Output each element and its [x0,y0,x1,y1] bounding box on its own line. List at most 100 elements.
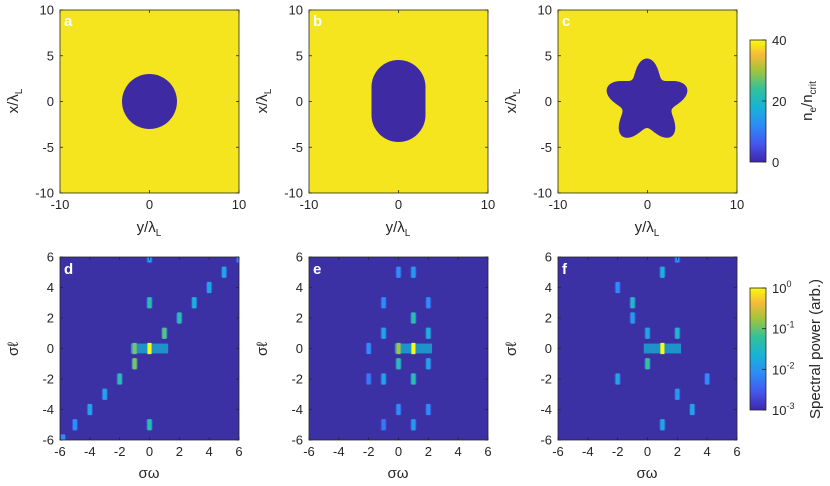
panel-d-peak [162,327,167,339]
density-colorbar-tick-label: 0 [772,155,779,170]
panel-b-ytick-label: 5 [296,48,303,63]
panel-f-peak [615,281,620,294]
panel-e-peak [366,342,371,355]
density-colorbar-tick-label: 40 [772,33,786,48]
panel-f-peak [660,419,665,431]
spectral-colorbar-gradient [749,287,767,411]
panel-d-peak [207,281,212,294]
panel-e-ytick-label: 0 [296,341,303,356]
panel-b-target-stadium [371,60,426,142]
panel-e-ytick-label: 6 [296,250,303,265]
panel-e-peak [366,373,371,385]
panel-d-peak [132,342,137,355]
panel-e-peak [381,297,386,309]
panel-d-xtick-label: 2 [176,444,183,459]
spectral-colorbar: 100 10-1 10-2 10-3 Spectral power (arb.) [749,279,824,419]
panel-e-ytick-label: -4 [291,402,303,417]
panel-e-xtick-label: 4 [455,444,462,459]
panel-d-peak [222,266,227,278]
panel-f-ytick-label: 4 [545,280,552,295]
spectral-colorbar-tick-label: 10-3 [772,401,794,418]
density-colorbar-tick-label: 20 [772,94,786,109]
panel-e-peak [396,266,401,278]
panel-e-ylabel: σℓ [254,342,271,356]
panel-e-xtick-label: -4 [333,444,345,459]
panel-f-xtick-label: -6 [552,444,564,459]
panel-f-peak [675,327,680,339]
panel-c-xtick-label: 10 [730,197,744,212]
density-colorbar-label: ne/ncrit [799,81,819,121]
panel-a-ytick-label: 0 [47,94,54,109]
panel-d-ytick-label: 0 [47,341,54,356]
spectral-colorbar-tick-label: 10-2 [772,360,794,377]
panel-b-ytick-label: 10 [289,3,303,18]
panel-d-ytick-label: 4 [47,280,54,295]
panel-c-ytick-label: -5 [540,140,552,155]
panel-f-peak [645,358,650,370]
panel-d-peak [192,297,197,309]
panel-f-xtick-label: -4 [582,444,594,459]
panel-b-xlabel: y/λL [386,219,411,239]
panel-b-label: b [313,13,322,30]
panel-f-peak [615,373,620,385]
panel-a-xtick-label: 10 [232,197,246,212]
panel-d-ytick-label: 6 [47,250,54,265]
panel-a-xtick-label: 0 [146,197,153,212]
density-colorbar: 40 20 0 ne/ncrit [749,33,819,170]
panel-d-peak [147,419,152,431]
panel-c-ytick-label: -10 [533,186,552,201]
panel-d-ytick-label: 2 [47,311,54,326]
panel-f-xtick-label: 0 [644,444,651,459]
panel-a-ylabel: x/λL [5,88,25,113]
panel-f-ytick-label: 0 [545,341,552,356]
panel-b: b [308,9,489,194]
panel-b-ytick-label: 0 [296,94,303,109]
panel-f-xtick-label: -2 [612,444,624,459]
panel-f-peak [690,403,695,416]
panel-d-xtick-label: 4 [206,444,213,459]
panel-c-xlabel: y/λL [635,219,660,239]
panel-a-ytick-label: -5 [42,140,54,155]
panel-f-ytick-label: 6 [545,250,552,265]
panel-e-peak [426,358,431,370]
panel-a-target-disk [122,74,177,129]
panel-a-ytick-label: 5 [47,48,54,63]
panel-c-ylabel: x/λL [503,88,523,113]
panel-f-label: f [562,261,568,278]
panel-d-xtick-label: -4 [84,444,96,459]
panel-a-xlabel: y/λL [137,219,162,239]
panel-d-xtick-label: 0 [146,444,153,459]
panel-f-xtick-label: 2 [674,444,681,459]
panel-d-peak [147,297,152,309]
panel-d-ylabel: σℓ [5,342,22,356]
panel-c-label: c [562,13,570,30]
spectral-colorbar-label: Spectral power (arb.) [807,279,824,419]
panel-d-ytick-label: -6 [42,433,54,448]
panel-e-ytick-label: -2 [291,372,303,387]
panel-f-ylabel: σℓ [503,342,520,356]
panel-e-peak [411,266,416,278]
panel-a-ytick-label: -10 [35,186,54,201]
panel-b-ylabel: x/λL [254,88,274,113]
panel-c: c [557,9,738,194]
panel-e-peak [426,403,431,416]
panel-b-xtick-label: 0 [395,197,402,212]
spectral-colorbar-tick-label: 10-1 [772,320,794,337]
panel-b-xtick-label: 10 [481,197,495,212]
panel-b-ytick-label: -10 [284,186,303,201]
panel-d-peak [147,342,152,355]
panel-d-peak [236,257,239,263]
panel-e-ytick-label: 2 [296,311,303,326]
panel-f-peak [675,388,680,400]
panel-e-ytick-label: 4 [296,280,303,295]
panel-d-xtick-label: -2 [114,444,126,459]
panel-d-peak [72,419,77,431]
panel-e-peak [426,327,431,339]
density-colorbar-ticks: 40 20 0 [762,33,786,170]
panel-f-ytick-label: 2 [545,311,552,326]
panel-d-xtick-label: 6 [235,444,242,459]
panel-d-peak [102,388,107,400]
panel-e-peak [411,419,416,431]
panel-e-xtick-label: -6 [303,444,315,459]
